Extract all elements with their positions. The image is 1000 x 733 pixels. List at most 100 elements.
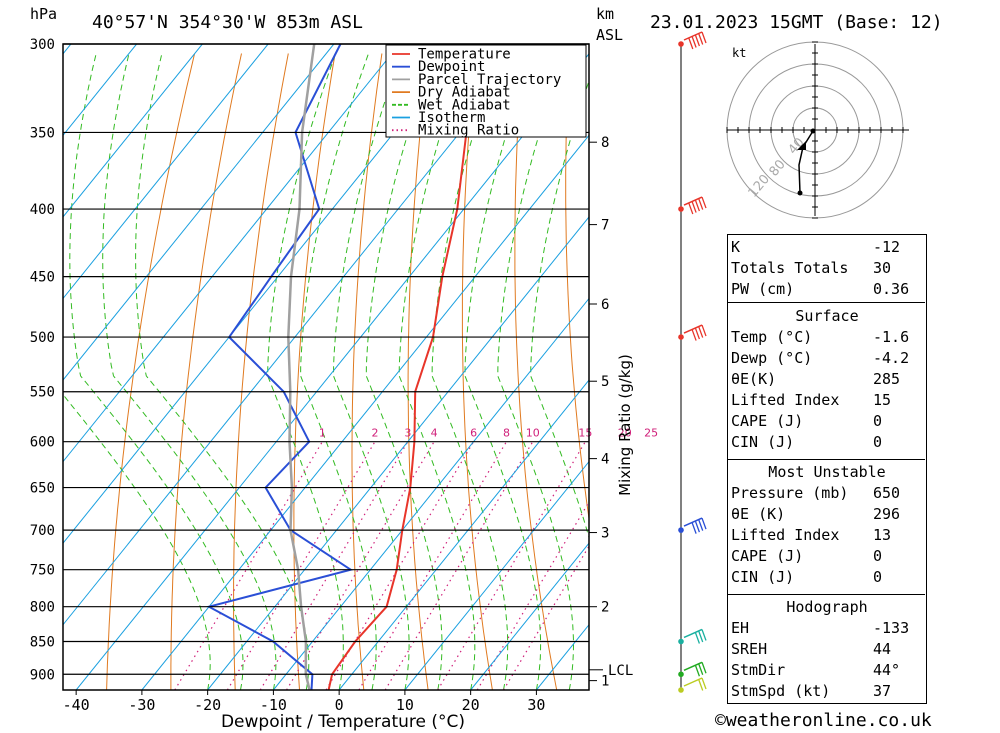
surface-index-row: CIN (J) 0 [727, 431, 927, 452]
wet-adiabat-line [464, 53, 542, 690]
pressure-tick-label: 650 [30, 481, 55, 497]
surface-index-row: Lifted Index 15 [727, 389, 927, 410]
dry-adiabat-line [565, 53, 589, 522]
legend-label: Parcel Trajectory [418, 72, 561, 88]
datetime-title: 23.01.2023 15GMT (Base: 12) [650, 12, 943, 33]
surface-index-label: CIN (J) [731, 432, 795, 451]
wind-barb-feather [698, 679, 704, 691]
isotherm-line [141, 134, 589, 690]
wind-barb-shaft [683, 324, 703, 334]
mixing-ratio-line [286, 441, 435, 690]
wind-barb-feather [691, 201, 697, 213]
isotherm-line [63, 44, 138, 137]
wind-barb [683, 628, 707, 644]
surface-index-value: -1.6 [873, 327, 910, 346]
legend-label: Mixing Ratio [418, 123, 519, 139]
wet-adiabat-line [530, 79, 589, 540]
surface-index-value: -4.2 [873, 348, 910, 367]
surface-index-label: Lifted Index [731, 390, 840, 409]
isotherm-line [207, 216, 589, 690]
dry-adiabat-line [233, 53, 289, 690]
mixing-ratio-line [325, 441, 475, 690]
surface-index-label: Dewp (°C) [731, 348, 813, 367]
dry-adiabat-line [991, 54, 1000, 691]
wind-barb-feather [694, 665, 701, 677]
surface-indices-table: Surface Temp (°C) -1.6 Dewp (°C) -4.2 θE(K) 2… [727, 305, 927, 452]
mixing-ratio-line [259, 441, 409, 690]
mixing-ratio-line [384, 441, 534, 690]
mixing-ratio-line [476, 500, 589, 690]
wet-adiabat-line [69, 53, 244, 690]
km-tick-label: 8 [601, 135, 609, 151]
wet-adiabat-line [135, 53, 310, 690]
dry-adiabat-line [461, 53, 493, 690]
isotherm-line [63, 44, 203, 218]
isotherm-line [338, 379, 589, 690]
isotherm-line [63, 44, 401, 463]
wet-adiabat-line [398, 53, 476, 690]
wind-barb [683, 517, 707, 534]
asl-unit-label: ASL [596, 26, 624, 44]
wet-adiabat-line [365, 53, 443, 690]
pressure-tick-label: 500 [30, 330, 55, 346]
hodograph-index-row: SREH 44 [727, 638, 927, 659]
legend-label: Temperature [418, 47, 511, 63]
wet-adiabat-line [332, 53, 410, 690]
most-unstable-index-label: Pressure (mb) [731, 483, 849, 502]
general-index-value: -12 [873, 237, 901, 256]
pressure-tick-label: 800 [30, 600, 55, 616]
wind-barb-shaft [683, 31, 703, 41]
legend-box [385, 44, 587, 138]
wind-barb [683, 196, 707, 215]
surface-title: Surface [795, 306, 859, 325]
mixing-ratio-label: 8 [503, 427, 510, 440]
location-title: 40°57'N 354°30'W 853m ASL [92, 12, 363, 33]
most-unstable-index-label: CIN (J) [731, 567, 795, 586]
plot-frame [62, 43, 590, 691]
wind-barb-dot [678, 41, 684, 47]
km-tick-label: 5 [601, 374, 609, 390]
wind-barb-feather [694, 632, 701, 644]
general-index-row: K -12 [727, 236, 927, 257]
wind-barb [683, 677, 707, 691]
wind-barb-feather [701, 629, 707, 641]
hodograph-start [797, 190, 803, 196]
wind-barb-shaft [683, 517, 703, 527]
mixing-ratio-label: 6 [470, 427, 477, 440]
wind-barb-shaft [683, 677, 703, 687]
isotherm-line [63, 44, 335, 381]
surface-index-row: θE(K) 285 [727, 368, 927, 389]
mixing-ratio-label: 15 [578, 427, 592, 440]
most-unstable-index-value: 296 [873, 504, 901, 523]
wind-barb-feather [698, 630, 704, 643]
isotherm-line [75, 52, 589, 690]
x-tick-label: -40 [63, 696, 90, 714]
hodograph-end [810, 128, 816, 134]
wind-barb-dot [678, 334, 684, 340]
km-tick-label: 1 [601, 674, 609, 690]
wind-barb-feather [691, 36, 697, 48]
most-unstable-table: Most Unstable Pressure (mb) 650 θE (K) 296 L… [727, 461, 927, 587]
wind-barb [683, 661, 707, 677]
most-unstable-index-row: Lifted Index 13 [727, 524, 927, 545]
temperature-profile [327, 44, 493, 690]
x-tick-label: 30 [527, 696, 545, 714]
general-index-value: 30 [873, 258, 892, 277]
hodograph-index-label: StmDir [731, 660, 786, 679]
wind-barb-feather [688, 37, 694, 50]
mixing-ratio-axis-title: Mixing Ratio (g/kg) [616, 354, 634, 496]
wind-barb [683, 324, 707, 341]
surface-index-row: Temp (°C) -1.6 [727, 326, 927, 347]
wet-adiabat-line [497, 53, 575, 690]
x-axis-title: Dewpoint / Temperature (°C) [221, 712, 465, 732]
wind-barb-feather [701, 31, 707, 44]
wind-barb-feather [698, 663, 704, 676]
hodograph-title: Hodograph [786, 597, 868, 616]
general-index-row: Totals Totals 30 [727, 257, 927, 278]
general-index-label: K [731, 237, 741, 256]
surface-index-row: CAPE (J) 0 [727, 410, 927, 431]
legend-label: Dry Adiabat [418, 85, 511, 101]
wind-barb-feather [701, 196, 707, 209]
copyright-footer[interactable]: ©weatheronline.co.uk [715, 710, 932, 731]
wind-barb-feather [701, 517, 707, 530]
